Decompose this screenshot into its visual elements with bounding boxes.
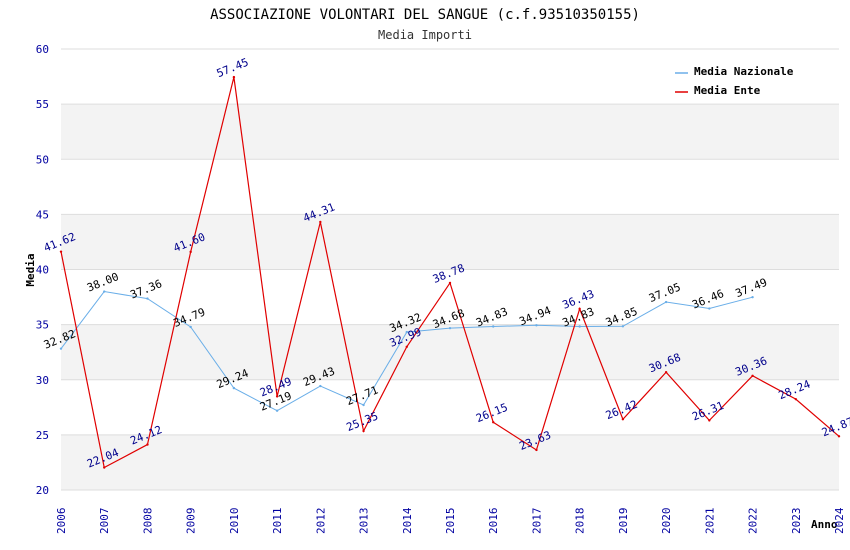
x-tick-label: 2010 (228, 508, 241, 535)
y-tick-label: 25 (36, 429, 49, 442)
data-point (232, 75, 236, 79)
grid-band (61, 434, 839, 490)
chart-subtitle: Media Importi (378, 28, 472, 42)
data-point (146, 297, 149, 300)
chart-title: ASSOCIAZIONE VOLONTARI DEL SANGUE (c.f.9… (210, 7, 640, 23)
data-point (492, 420, 495, 424)
x-tick-label: 2020 (660, 508, 673, 535)
data-point (232, 386, 236, 390)
grid-lines (61, 48, 839, 491)
data-point (664, 371, 668, 374)
data-point (275, 395, 279, 398)
x-tick-label: 2011 (271, 508, 284, 535)
x-tick-label: 2014 (401, 507, 414, 534)
x-axis-ticks: 2006 2007 2008 2009 2010 2011 2012 2013 2014 2015… (55, 507, 846, 534)
y-axis-label: Media (24, 253, 37, 286)
x-tick-label: 2015 (444, 508, 457, 535)
x-tick-label: 2009 (185, 508, 198, 535)
data-point (319, 220, 322, 224)
grid-bands (61, 49, 839, 490)
y-tick-label: 45 (36, 208, 49, 221)
y-tick-label: 55 (36, 98, 49, 111)
x-tick-label: 2016 (487, 508, 500, 535)
x-tick-label: 2008 (141, 508, 154, 535)
y-tick-label: 30 (36, 374, 49, 387)
grid-band (61, 104, 839, 160)
data-point (362, 403, 365, 407)
data-point (535, 324, 538, 327)
y-tick-label: 20 (36, 484, 49, 497)
grid-band (61, 324, 839, 380)
x-tick-label: 2013 (358, 508, 371, 535)
data-point (59, 347, 63, 350)
data-point (448, 281, 452, 285)
data-point (708, 307, 711, 310)
data-point (751, 374, 754, 377)
data-point (664, 300, 668, 304)
grid-band (61, 159, 839, 215)
data-point (189, 325, 192, 329)
y-axis-ticks: 20 25 30 35 40 45 50 55 60 (36, 43, 49, 497)
data-point (837, 435, 841, 438)
x-tick-label: 2024 (833, 507, 846, 534)
data-point (492, 325, 495, 328)
data-point (275, 409, 279, 412)
data-point (59, 250, 63, 253)
x-tick-label: 2021 (703, 508, 716, 535)
y-tick-label: 35 (36, 319, 49, 332)
data-point (405, 345, 408, 348)
x-axis-label: Anno (811, 518, 838, 531)
data-point (751, 295, 754, 299)
data-point (535, 448, 538, 452)
data-point (103, 290, 106, 293)
x-tick-label: 2017 (530, 508, 543, 535)
data-point (708, 419, 711, 422)
legend: Media Nazionale Media Ente (670, 59, 809, 101)
data-point (146, 443, 149, 446)
data-point (189, 250, 192, 254)
legend-box (670, 59, 809, 101)
legend-label-media-nazionale: Media Nazionale (694, 65, 794, 78)
data-point (448, 326, 452, 330)
grid-band (61, 214, 839, 270)
data-point (362, 429, 365, 433)
legend-label-media-ente: Media Ente (694, 84, 761, 97)
grid-band (61, 269, 839, 325)
x-tick-label: 2006 (55, 508, 68, 535)
x-tick-label: 2019 (617, 508, 630, 535)
data-point (319, 384, 322, 388)
series-layer (59, 75, 841, 469)
data-point (578, 325, 581, 328)
grid-band (61, 379, 839, 435)
x-tick-label: 2007 (98, 508, 111, 535)
y-tick-label: 50 (36, 153, 49, 166)
x-tick-label: 2018 (574, 508, 587, 535)
data-point (621, 418, 625, 421)
x-tick-label: 2023 (790, 508, 803, 535)
y-tick-label: 40 (36, 264, 49, 277)
data-point (578, 307, 581, 311)
data-point (621, 325, 625, 328)
y-tick-label: 60 (36, 43, 49, 56)
x-tick-label: 2022 (747, 508, 760, 535)
data-point (405, 330, 408, 334)
data-point (794, 397, 797, 401)
x-tick-label: 2012 (314, 508, 327, 535)
data-point (103, 466, 106, 469)
